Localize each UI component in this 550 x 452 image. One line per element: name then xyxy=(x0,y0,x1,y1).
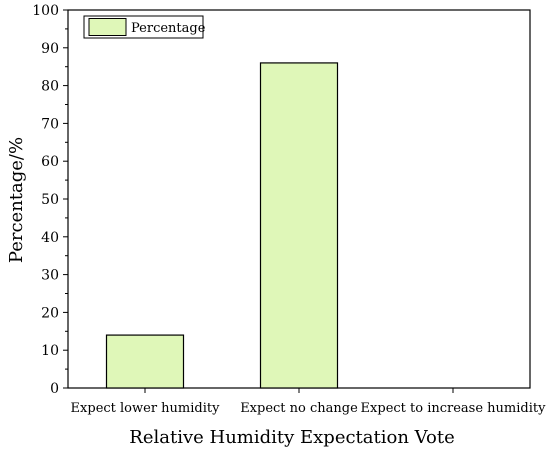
x-tick-label: Expect lower humidity xyxy=(71,401,221,416)
bar xyxy=(259,62,339,389)
y-tick-label: 30 xyxy=(41,268,59,284)
x-tick-label: Expect no change xyxy=(240,401,358,416)
y-tick-label: 50 xyxy=(41,192,59,208)
y-axis-title: Percentage/% xyxy=(6,137,27,263)
legend-swatch-percentage xyxy=(88,18,127,36)
legend-label-percentage: Percentage xyxy=(131,21,206,36)
y-tick-label: 70 xyxy=(41,116,59,132)
y-axis: 0 10 20 30 40 50 60 70 80 90 100 xyxy=(32,3,68,397)
y-tick-label: 60 xyxy=(41,154,59,170)
y-tick-label: 100 xyxy=(32,3,59,19)
y-tick-label: 10 xyxy=(41,343,59,359)
x-tick-label: Expect to increase humidity xyxy=(361,401,547,416)
y-tick-label: 80 xyxy=(41,79,59,95)
y-tick-label: 40 xyxy=(41,230,59,246)
x-axis: Expect lower humidity Expect no change Exp… xyxy=(71,388,547,416)
x-axis-title: Relative Humidity Expectation Vote xyxy=(129,427,454,448)
legend: Percentage xyxy=(83,15,206,39)
bars xyxy=(105,62,339,389)
y-tick-label: 20 xyxy=(41,305,59,321)
y-tick-label: 0 xyxy=(50,381,59,397)
y-tick-label: 90 xyxy=(41,41,59,57)
bar xyxy=(105,334,185,389)
